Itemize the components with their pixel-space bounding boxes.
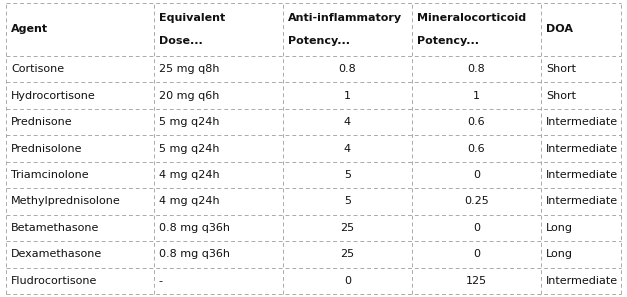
Text: 0.8: 0.8 [339,64,356,74]
Text: Betamethasone: Betamethasone [11,223,100,233]
Text: 0.25: 0.25 [464,196,488,206]
Text: Prednisone: Prednisone [11,117,73,127]
Text: 25 mg q8h: 25 mg q8h [159,64,219,74]
Text: Mineralocorticoid: Mineralocorticoid [417,13,526,23]
Text: 0: 0 [344,276,350,286]
Text: Short: Short [545,64,576,74]
Text: Long: Long [545,223,573,233]
Text: 5 mg q24h: 5 mg q24h [159,117,219,127]
Text: 4: 4 [344,117,351,127]
Text: Methylprednisolone: Methylprednisolone [11,196,121,206]
Text: 4: 4 [344,143,351,154]
Text: 25: 25 [340,249,354,259]
Text: Cortisone: Cortisone [11,64,65,74]
Text: -: - [159,276,162,286]
Text: 4 mg q24h: 4 mg q24h [159,170,219,180]
Text: Triamcinolone: Triamcinolone [11,170,89,180]
Text: 0.8 mg q36h: 0.8 mg q36h [159,249,229,259]
Text: Intermediate: Intermediate [545,276,618,286]
Text: 0.8: 0.8 [468,64,485,74]
Text: Dose...: Dose... [159,36,203,46]
Text: Short: Short [545,91,576,101]
Text: 1: 1 [344,91,350,101]
Text: Intermediate: Intermediate [545,170,618,180]
Text: Hydrocortisone: Hydrocortisone [11,91,96,101]
Text: Agent: Agent [11,24,48,34]
Text: Anti-inflammatory: Anti-inflammatory [288,13,402,23]
Text: 0: 0 [473,170,480,180]
Text: 5: 5 [344,196,350,206]
Text: 0: 0 [473,249,480,259]
Text: Dexamethasone: Dexamethasone [11,249,102,259]
Text: 4 mg q24h: 4 mg q24h [159,196,219,206]
Text: 1: 1 [473,91,480,101]
Text: 0.6: 0.6 [468,117,485,127]
Text: Potency...: Potency... [417,36,479,46]
Text: Intermediate: Intermediate [545,117,618,127]
Text: Fludrocortisone: Fludrocortisone [11,276,98,286]
Text: 0.8 mg q36h: 0.8 mg q36h [159,223,229,233]
Text: Prednisolone: Prednisolone [11,143,83,154]
Text: Intermediate: Intermediate [545,196,618,206]
Text: 5: 5 [344,170,350,180]
Text: Equivalent: Equivalent [159,13,225,23]
Text: Potency...: Potency... [288,36,350,46]
Text: 5 mg q24h: 5 mg q24h [159,143,219,154]
Text: 20 mg q6h: 20 mg q6h [159,91,219,101]
Text: 125: 125 [466,276,487,286]
Text: DOA: DOA [545,24,573,34]
Text: 25: 25 [340,223,354,233]
Text: 0: 0 [473,223,480,233]
Text: Intermediate: Intermediate [545,143,618,154]
Text: Long: Long [545,249,573,259]
Text: 0.6: 0.6 [468,143,485,154]
